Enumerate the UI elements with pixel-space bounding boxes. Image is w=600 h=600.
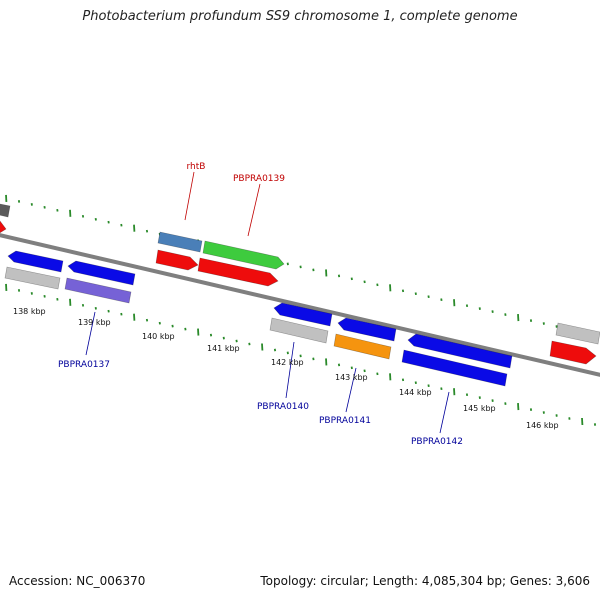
gene-red-1[interactable] [155, 249, 199, 271]
gene-gray-1[interactable] [4, 266, 61, 290]
gene-blue-2[interactable] [67, 260, 136, 286]
scale-label: 143 kbp [335, 373, 368, 382]
gene-blue-PBPRA0142[interactable] [401, 349, 508, 387]
gene-blue-1[interactable] [7, 250, 64, 273]
gene-red-left-edge[interactable] [0, 220, 7, 234]
scale-label: 141 kbp [207, 344, 240, 353]
gene-gray-PBPRA0140[interactable] [269, 317, 329, 344]
scale-label: 145 kbp [463, 404, 496, 413]
gene-green-PBPRA0139[interactable] [202, 240, 285, 270]
scale-label: 142 kbp [271, 358, 304, 367]
gene-purple-PBPRA0137[interactable] [64, 277, 132, 304]
gene-blue-4[interactable] [337, 317, 397, 342]
genome-summary-text: Topology: circular; Length: 4,085,304 bp… [260, 574, 590, 588]
gene-gray-right[interactable] [555, 322, 600, 345]
gene-features [0, 203, 600, 387]
label-leader-lines [85, 171, 450, 434]
scale-label: 146 kbp [526, 421, 559, 430]
genome-backbone [0, 233, 600, 377]
gene-red-right[interactable] [549, 340, 597, 365]
gene-steel-rhtB[interactable] [157, 231, 203, 253]
gene-orange-PBPRA0141[interactable] [333, 333, 392, 360]
gene-label[interactable]: PBPRA0140 [257, 402, 309, 412]
gene-label[interactable]: PBPRA0142 [411, 437, 463, 447]
gene-label[interactable]: PBPRA0137 [58, 360, 110, 370]
scale-labels: 138 kbp 139 kbp 140 kbp 141 kbp 142 kbp … [13, 307, 559, 430]
bottom-tick-row [5, 283, 597, 426]
scale-label: 144 kbp [399, 388, 432, 397]
map-title: Photobacterium profundum SS9 chromosome … [82, 9, 518, 24]
gene-blue-3[interactable] [273, 302, 333, 327]
gene-label[interactable]: PBPRA0139 [233, 174, 285, 184]
scale-label: 139 kbp [78, 318, 111, 327]
accession-text: Accession: NC_006370 [9, 574, 146, 588]
gene-gray-left-edge[interactable] [0, 203, 11, 218]
gene-label[interactable]: rhtB [187, 162, 206, 172]
gene-label[interactable]: PBPRA0141 [319, 416, 371, 426]
scale-label: 138 kbp [13, 307, 46, 316]
gene-labels: rhtB PBPRA0139 PBPRA0137 PBPRA0140 PBPRA… [58, 162, 463, 447]
gene-blue-5[interactable] [407, 333, 513, 369]
scale-label: 140 kbp [142, 332, 175, 341]
gene-red-2[interactable] [197, 257, 279, 287]
